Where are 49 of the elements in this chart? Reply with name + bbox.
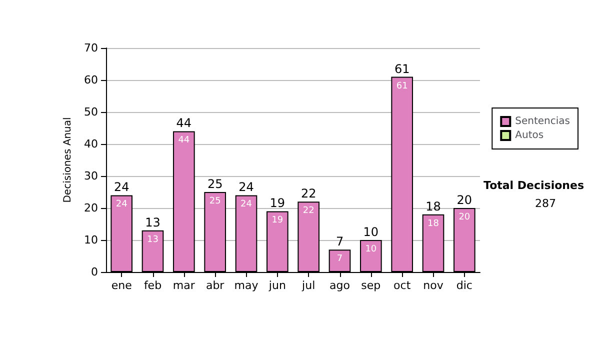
data-label: 18	[428, 218, 440, 229]
total-label: 7	[336, 234, 344, 249]
x-tick-label: oct	[394, 279, 412, 292]
y-tick-label: 0	[91, 266, 98, 278]
y-tick-label: 50	[84, 106, 98, 118]
y-tick-label: 40	[84, 138, 98, 150]
data-label: 25	[209, 196, 221, 206]
data-label: 22	[302, 206, 314, 216]
total-label: 24	[238, 180, 254, 194]
text: Total Decisiones	[484, 179, 584, 192]
x-tick-label: abr	[206, 279, 225, 292]
y-tick-label: 60	[84, 74, 98, 86]
data-label: 61	[396, 81, 408, 92]
y-axis-title: Decisiones Anual	[62, 117, 74, 203]
total-label: 24	[114, 180, 130, 194]
data-label: 7	[336, 254, 343, 264]
total-label: 44	[176, 116, 192, 130]
data-label: 20	[458, 212, 470, 222]
text: 287	[535, 197, 556, 210]
x-tick-label: mar	[172, 279, 196, 292]
y-tick-label: 10	[84, 234, 98, 246]
total-label: 20	[456, 193, 472, 207]
data-label: 44	[178, 136, 190, 146]
data-label: 19	[272, 216, 284, 226]
y-tick-label: 30	[84, 170, 98, 182]
legend-label: Autos	[515, 130, 544, 141]
total-label: 22	[300, 186, 316, 201]
total-label: 13	[145, 215, 160, 230]
y-tick-label: 20	[84, 202, 98, 214]
total-label: 25	[207, 177, 223, 191]
x-tick-label: nov	[423, 279, 444, 292]
data-label: 13	[147, 234, 158, 245]
total-label: 10	[363, 225, 379, 239]
x-tick-label: ago	[330, 279, 350, 292]
total-label: 61	[394, 62, 410, 76]
x-tick-label: dic	[456, 279, 472, 292]
x-tick-label: feb	[144, 279, 162, 292]
x-tick-label: jun	[268, 279, 286, 292]
x-tick-label: ene	[111, 279, 132, 292]
x-tick-label: may	[234, 279, 259, 292]
total-label: 18	[426, 199, 441, 214]
data-label: 10	[365, 244, 377, 254]
legend-label: Sentencias	[515, 116, 570, 127]
x-tick-label: sep	[361, 279, 381, 292]
data-label: 24	[240, 200, 252, 210]
y-tick-label: 70	[84, 42, 98, 54]
total-label: 19	[270, 196, 286, 210]
x-tick-label: jul	[301, 279, 316, 292]
data-label: 24	[116, 200, 128, 210]
